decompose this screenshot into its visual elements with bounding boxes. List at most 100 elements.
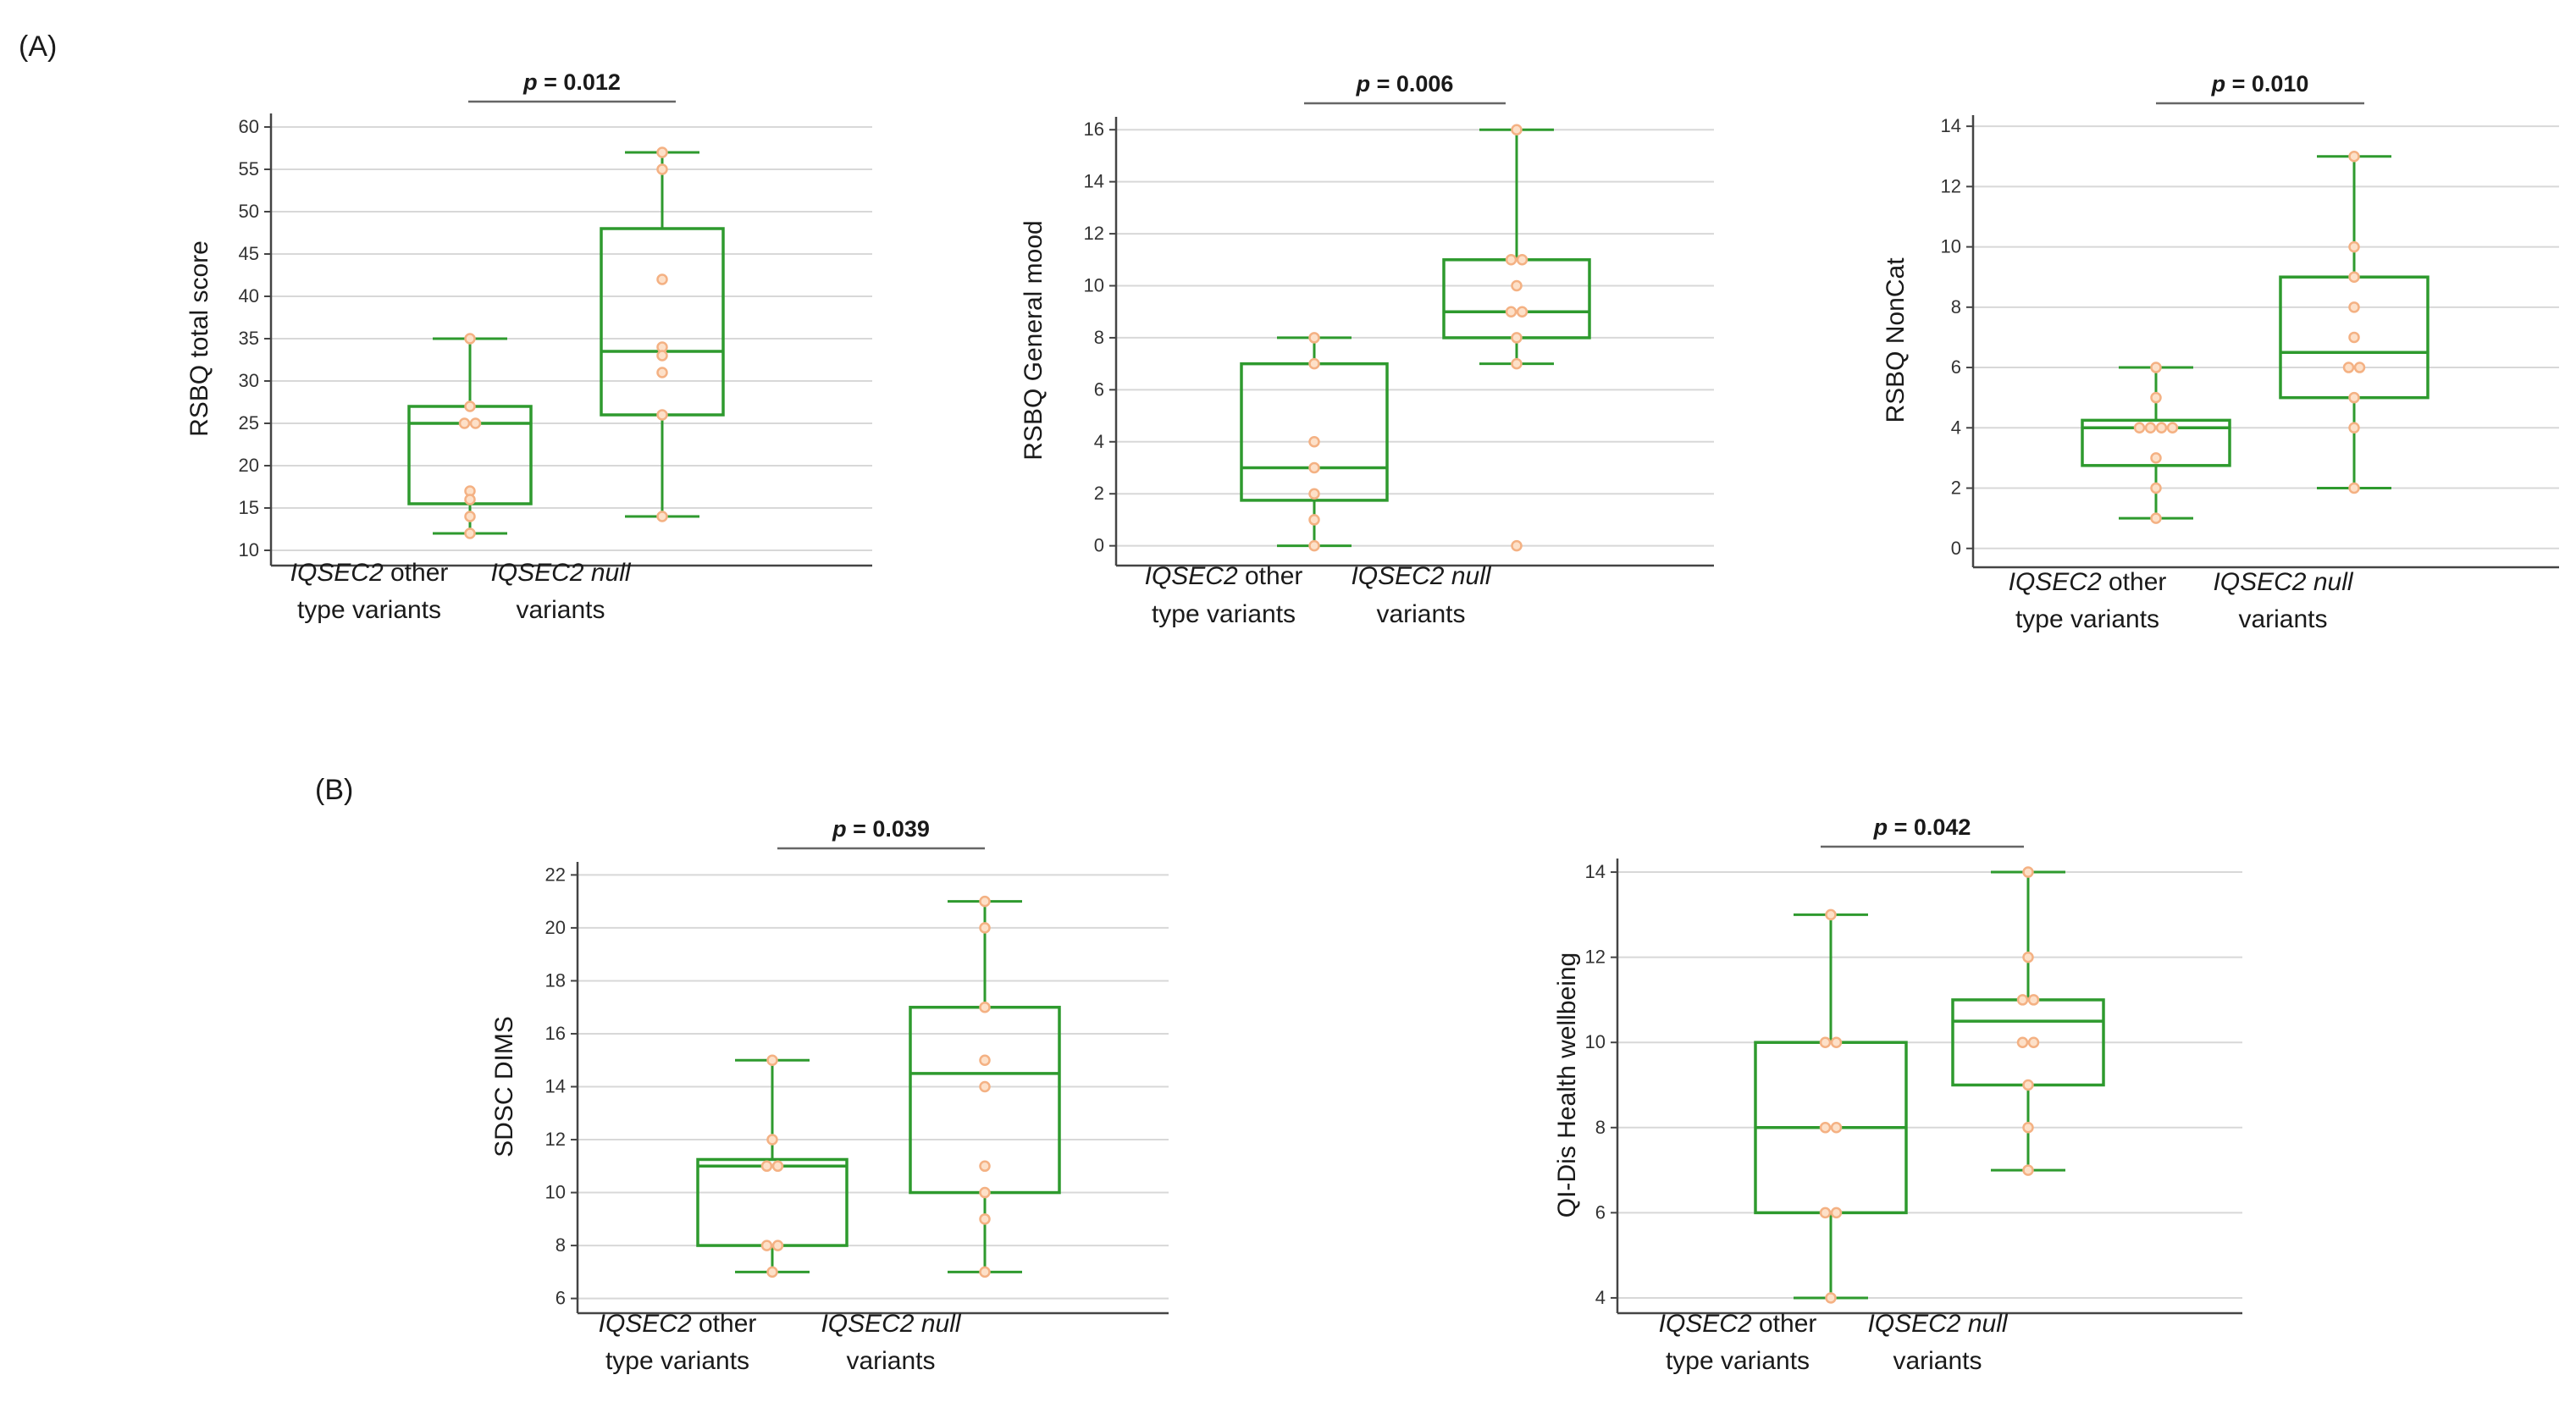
data-point [2150,482,2162,494]
y-tick-label: 2 [1951,478,1961,499]
p-value-label: p = 0.010 [2211,71,2309,97]
iqr-box [696,1157,849,1247]
category-suffix: other [2102,568,2167,596]
data-point [1825,1292,1837,1304]
data-point [2348,240,2360,253]
data-point [656,350,668,362]
data-point [464,527,476,539]
data-point [1819,1122,1832,1134]
category-label-line2: variants [2238,605,2327,633]
category-label-line2: type variants [1666,1347,1810,1375]
data-point [2155,422,2168,434]
y-tick-label: 12 [545,1129,566,1150]
p-value: = 0.010 [2225,71,2308,97]
y-tick-label: 20 [545,917,566,938]
gene-name: IQSEC2 [599,1310,692,1338]
data-point [2348,391,2360,404]
category-label-line1: IQSEC2 null [2213,568,2353,596]
p-value: = 0.042 [1888,814,1971,840]
data-point [1308,539,1320,552]
data-point [979,1266,991,1278]
panel-label-b: (B) [315,774,354,806]
data-point [2027,1036,2040,1048]
data-point [469,417,482,429]
data-point [458,417,471,429]
iqr-box [1240,362,1389,502]
y-tick-label: 10 [1084,275,1104,296]
data-point [766,1134,778,1146]
p-value: = 0.012 [538,69,621,95]
y-tick-label: 14 [1585,861,1606,882]
data-point [2016,1036,2029,1048]
data-point [1308,461,1320,474]
iqr-box [2081,418,2231,467]
chart-4: 6 8 10 12 14 16 18 20 22 SDSC DIMS p = 0.039 IQSEC2… [490,816,1169,1375]
y-tick-label: 50 [239,201,259,222]
y-tick-label: 8 [1595,1117,1606,1138]
data-point [2022,951,2034,964]
chart-1: 10 15 20 25 30 35 40 45 50 55 60 RSBQ total score p … [185,69,872,624]
data-point [1511,332,1523,344]
y-tick-label: 12 [1084,223,1104,244]
y-tick-label: 55 [239,158,259,179]
category-label-line1: IQSEC2 null [821,1310,961,1338]
y-axis-label: RSBQ NonCat [1882,257,1910,423]
data-point [2016,994,2029,1006]
box-group-other-type [407,333,533,539]
box-group-other-type [1240,332,1389,552]
data-point [766,1266,778,1278]
box-group-other-type [1754,908,1908,1304]
data-point [1511,539,1523,552]
category-label-line1: IQSEC2 other [290,559,449,587]
data-point [760,1240,773,1251]
category-label-line2: type variants [605,1347,749,1375]
data-point [1516,254,1528,266]
y-tick-label: 8 [1951,296,1961,317]
y-axis-label: RSBQ total score [185,240,213,437]
box-group-null [1442,124,1591,552]
box-group-other-type [696,1054,849,1278]
y-axis-label: RSBQ General mood [1020,220,1048,460]
data-point [1830,1206,1843,1219]
y-tick-label: 10 [239,539,259,560]
category-label-line1: IQSEC2 null [1351,562,1491,590]
category-label-line2: variants [516,596,605,624]
data-point [1308,488,1320,500]
y-tick-label: 16 [1084,119,1104,140]
data-point [656,273,668,285]
data-point [766,1054,778,1066]
data-point [2353,362,2366,373]
y-tick-label: 10 [1585,1031,1606,1052]
y-tick-label: 6 [1595,1201,1606,1223]
data-point [2348,482,2360,494]
data-point [2166,422,2179,434]
y-tick-label: 10 [1941,236,1961,257]
y-tick-label: 12 [1941,175,1961,196]
y-tick-label: 25 [239,412,259,433]
gene-name: IQSEC2 [1145,562,1238,590]
data-point [656,146,668,158]
category-label-line2: variants [846,1347,935,1375]
p-value: = 0.006 [1370,71,1453,97]
p-value-label: p = 0.012 [522,69,621,95]
data-point [1830,1036,1843,1048]
data-point [2348,301,2360,313]
data-point [979,1001,991,1013]
category-label-line2: type variants [1152,600,1296,628]
data-point [2022,1079,2034,1091]
data-point [2022,866,2034,878]
y-tick-label: 30 [239,370,259,391]
data-point [2342,362,2355,373]
y-tick-label: 0 [1951,538,1961,559]
y-tick-label: 0 [1094,535,1104,556]
p-value-label: p = 0.042 [1873,814,1971,840]
data-point [464,511,476,522]
data-point [1511,357,1523,370]
category-label-line1: IQSEC2 other [599,1310,757,1338]
category-label-line1: IQSEC2 null [1867,1310,2008,1338]
category-label-line2: type variants [2015,605,2159,633]
data-point [656,367,668,378]
box-group-other-type [2081,362,2231,524]
y-tick-label: 8 [556,1234,566,1256]
data-point [979,895,991,908]
